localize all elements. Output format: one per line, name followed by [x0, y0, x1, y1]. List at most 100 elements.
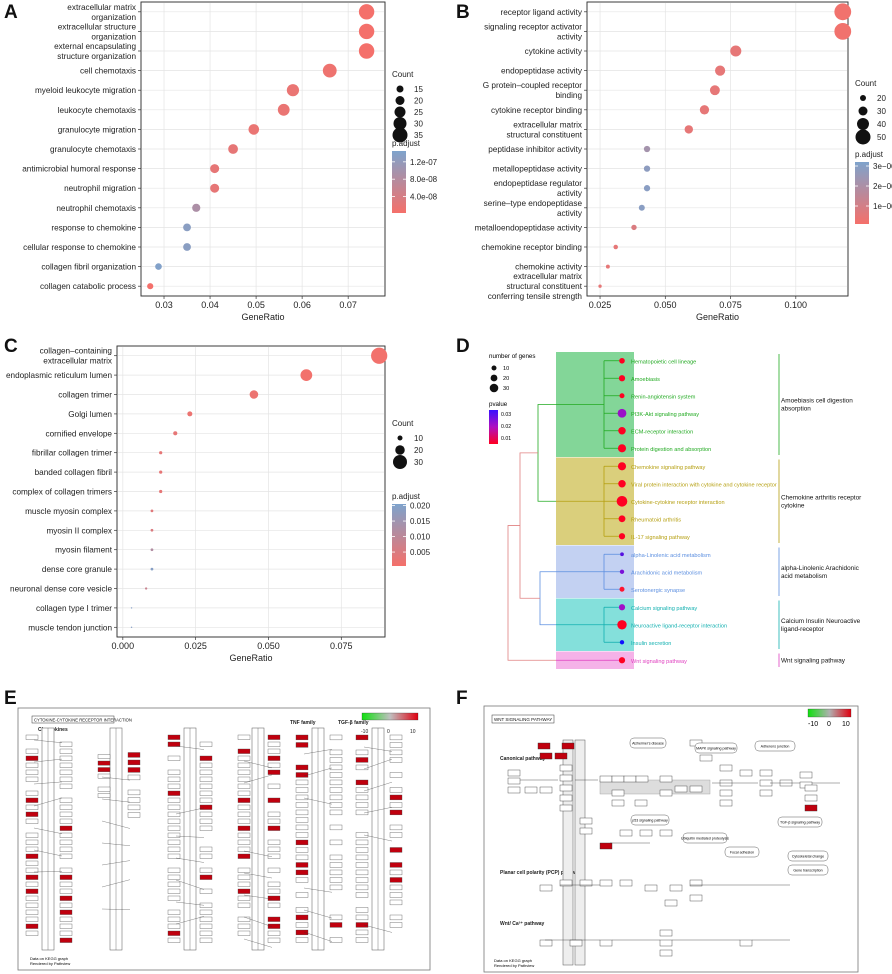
gene-box: [295, 772, 309, 778]
category-label-line: serine–type endopeptidase: [484, 199, 583, 208]
data-point: [147, 283, 154, 290]
pathway-label: Calcium signaling pathway: [631, 606, 697, 612]
gene-box: [199, 755, 213, 761]
gene-box: [97, 793, 111, 798]
gene-box: [237, 923, 251, 929]
category-label-line: myosin II complex: [46, 526, 112, 535]
category-label: response to chemokine: [51, 223, 136, 232]
category-label: extracellular matrix structural constitue…: [488, 272, 583, 301]
pathway-bubble-label: Ubiquitin mediated proteolysis: [681, 837, 729, 841]
category-label: receptor ligand activity: [501, 8, 583, 17]
gene-box: [295, 794, 309, 801]
interaction-edge: [175, 916, 205, 925]
gene-box: [25, 874, 39, 880]
category-label: extracellular structure organization: [58, 22, 137, 41]
panel-e-title-box: [31, 715, 115, 724]
size-legend-title: Count: [392, 70, 414, 79]
gene-box: [295, 892, 309, 898]
panel-e-legend-max: 10: [410, 729, 416, 735]
gene-box: [719, 799, 733, 807]
panel-f-kegg-wnt-map: WNT SIGNALING PATHWAY -10 0 10 Canonical…: [483, 705, 859, 973]
x-tick-label: 0.06: [293, 300, 311, 310]
category-label: G protein–coupled receptor binding: [483, 81, 583, 100]
panel-f-legend-max: 10: [842, 721, 850, 728]
panel-e-footer-1: Data on KEGG graph: [30, 956, 68, 961]
gene-box: [554, 752, 568, 760]
category-label: muscle tendon junction: [28, 623, 112, 632]
gene-box: [559, 879, 573, 887]
color-legend-label: 0.015: [410, 517, 431, 526]
size-legend-title: number of genes: [489, 353, 535, 360]
gene-box: [389, 809, 403, 816]
size-legend-label: 30: [877, 107, 886, 116]
size-legend-label: 20: [503, 376, 509, 382]
panel-f-legend-min: -10: [808, 721, 818, 728]
gene-box: [329, 824, 343, 831]
panel-label-d: D: [456, 336, 470, 357]
size-legend-label: 30: [503, 386, 509, 392]
gene-box: [295, 742, 309, 748]
x-tick-label: 0.03: [155, 300, 173, 310]
cluster-label-line: Calcium Insulin Neuroactive: [781, 618, 861, 625]
gene-box: [167, 734, 181, 740]
data-point: [598, 284, 602, 288]
data-point: [699, 105, 710, 115]
interaction-edge: [33, 849, 63, 857]
pathway-dot: [618, 427, 626, 435]
gene-box: [559, 794, 573, 802]
data-point: [150, 528, 154, 532]
color-legend-label: 0.005: [410, 548, 431, 557]
data-point: [613, 244, 618, 250]
category-label-line: fibrillar collagen trimer: [32, 449, 112, 458]
tree-edge: [539, 571, 556, 626]
gene-box: [804, 794, 818, 802]
gene-box: [539, 752, 553, 760]
gene-box: [237, 769, 251, 775]
panel-e-title: CYTOKINE-CYTOKINE RECEPTOR INTERACTION: [34, 718, 132, 723]
pathway-label: Hematopoietic cell lineage: [631, 359, 696, 365]
gene-box: [689, 894, 703, 902]
gene-box: [167, 797, 181, 803]
gene-box: [127, 752, 141, 758]
gene-box: [799, 771, 813, 779]
gene-box: [267, 825, 281, 831]
gene-box: [25, 860, 39, 866]
data-point: [144, 587, 148, 590]
size-legend-label: 20: [877, 94, 886, 103]
interaction-edge: [33, 827, 63, 834]
pathway-bubble-label: Adherens junction: [761, 745, 790, 749]
gene-box: [295, 809, 309, 816]
color-legend-bar: [489, 410, 498, 444]
gene-box: [329, 787, 343, 793]
interaction-edge: [101, 820, 131, 829]
gene-box: [295, 832, 309, 838]
data-point: [150, 509, 154, 513]
gene-box: [59, 930, 73, 936]
gene-box: [97, 773, 111, 779]
category-label: muscle myosin complex: [25, 507, 112, 516]
gene-box: [267, 811, 281, 817]
gene-box: [25, 888, 39, 894]
gene-box: [237, 916, 251, 922]
gene-box: [199, 776, 213, 782]
size-legend-dot: [860, 95, 866, 101]
gene-box: [127, 804, 141, 811]
gene-box: [59, 748, 73, 754]
category-label: collagen fibril organization: [41, 263, 136, 272]
gene-box: [97, 754, 111, 759]
size-legend-dot: [392, 127, 408, 143]
gene-box: [659, 949, 673, 957]
data-point: [155, 263, 162, 270]
gene-box: [25, 811, 39, 817]
size-legend-label: 10: [414, 434, 423, 443]
size-legend-dot: [857, 118, 869, 130]
size-legend-label: 40: [877, 120, 886, 129]
data-point: [159, 489, 163, 494]
gene-box: [25, 776, 39, 782]
gene-box: [127, 774, 141, 781]
gene-box: [295, 862, 309, 868]
gene-box: [295, 802, 309, 808]
category-label-line: neutrophil chemotaxis: [56, 204, 136, 213]
gene-box: [199, 783, 213, 789]
membrane: [574, 739, 586, 966]
